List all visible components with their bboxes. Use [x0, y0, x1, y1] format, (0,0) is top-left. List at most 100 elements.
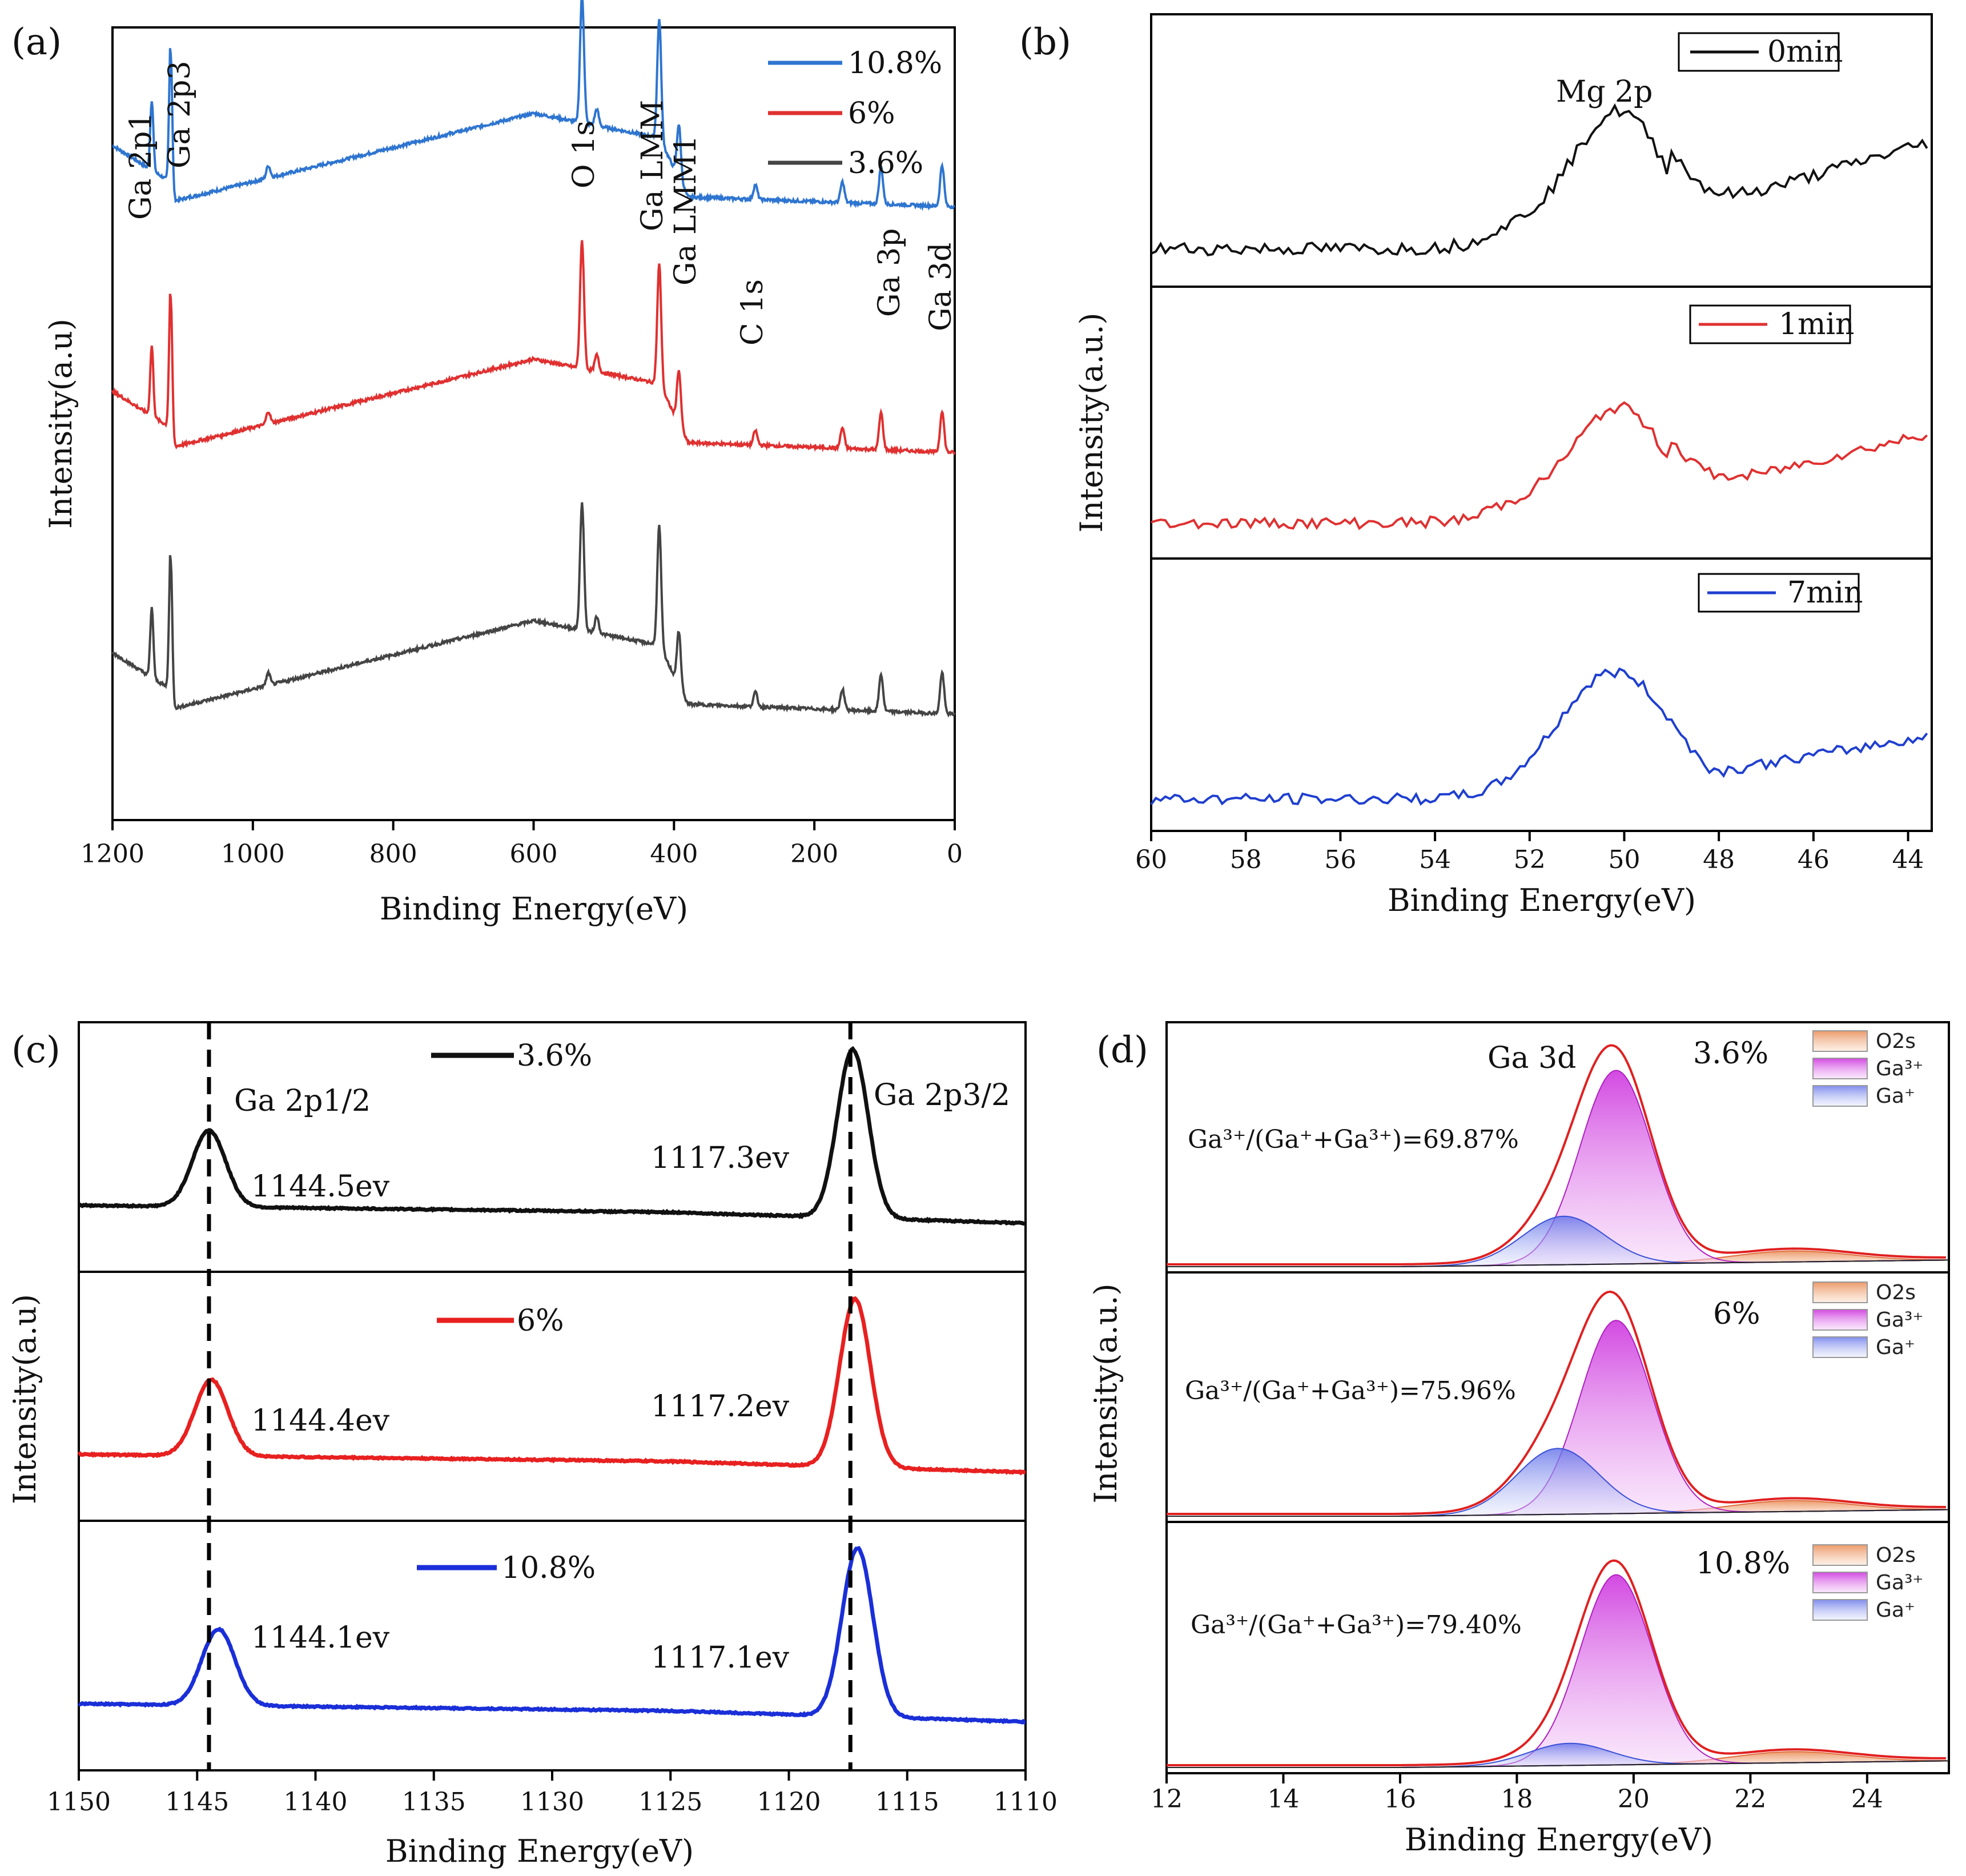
- panel-b-tick-label: 60: [1135, 845, 1167, 874]
- panel-c-legends: 3.6% 6% 10.8%: [417, 1039, 596, 1585]
- panel-b-tick-label: 52: [1514, 845, 1546, 874]
- legend-label-c-10-8: 10.8%: [501, 1551, 596, 1585]
- panel-d-frame: [1165, 1021, 1950, 1774]
- panel-d-ratios: Ga³⁺/(Ga⁺+Ga³⁺)=69.87% Ga³⁺/(Ga⁺+Ga³⁺)=7…: [1185, 1125, 1522, 1640]
- background-line: [1167, 1259, 1949, 1267]
- panel-a-peak-labels: Ga 2p1 Ga 2p3 O 1s Ga LMM Ga LMM1 C 1s G…: [124, 61, 958, 346]
- panel-c-tick-label: 1140: [284, 1787, 348, 1817]
- series-line-3.6%: [111, 502, 956, 718]
- series-line-7min: [1150, 667, 1928, 806]
- panel-d-series: [1167, 1044, 1949, 1768]
- panel-b-tick-label: 48: [1703, 845, 1735, 874]
- panel-d-tick-label: 16: [1384, 1785, 1416, 1814]
- panel-b-frame: [1150, 13, 1933, 832]
- panel-a-x-title: Binding Energy(eV): [380, 891, 688, 927]
- label-ga-2p1: Ga 2p1: [124, 112, 158, 220]
- legend-label-o2s: O2s: [1876, 1544, 1916, 1567]
- legend-swatch-o2s: [1812, 1282, 1868, 1303]
- label-ga-2p1-2: Ga 2p1/2: [234, 1084, 371, 1118]
- panel-c-tick-label: 1150: [47, 1787, 111, 1817]
- panel-a-series: [111, 0, 956, 718]
- legend-swatch-o2s: [1812, 1030, 1868, 1052]
- panel-b-x-title: Binding Energy(eV): [1388, 882, 1696, 918]
- panel-b-series: [1150, 103, 1928, 806]
- panel-a: (a) 1200 1000 800 600 400 200 0 Binding Energy…: [11, 0, 963, 927]
- series-line-0min: [1151, 103, 1928, 256]
- panel-c-tick-label: 1125: [638, 1787, 702, 1817]
- legend-swatch-ga1: [1812, 1599, 1868, 1621]
- panel-b-tick-label: 46: [1798, 845, 1830, 874]
- legend-label-0min: 0min: [1767, 35, 1843, 69]
- panel-d-y-title: Intensity(a.u.): [1088, 1283, 1124, 1503]
- series-line-10.8%: [112, 0, 955, 211]
- panel-a-tick-label: 400: [650, 839, 698, 869]
- label-ga-lmm1: Ga LMM1: [669, 135, 703, 286]
- panel-b-x-ticks: 60 58 56 54 52 50 48 46 44: [1135, 831, 1924, 874]
- panel-b-tick-label: 50: [1608, 845, 1640, 874]
- panel-a-tick-label: 600: [510, 839, 558, 869]
- envelope-line: [1167, 1559, 1946, 1766]
- subplot-name-3-6: 3.6%: [1693, 1037, 1768, 1071]
- panel-b: (b) 60 58 56 54 52 50 48 46 44 Binding Energy(eV…: [1019, 13, 1933, 918]
- panel-a-y-title: Intensity(a.u): [43, 319, 79, 529]
- panel-d-x-ticks: 12 14 16 18 20 22 24: [1151, 1773, 1883, 1814]
- legend-label-o2s: O2s: [1876, 1030, 1916, 1053]
- envelope-line: [1167, 1290, 1946, 1515]
- legend-swatch-ga3: [1812, 1572, 1868, 1593]
- panel-b-y-title: Intensity(a.u.): [1074, 312, 1109, 532]
- ratio-label-10-8: Ga³⁺/(Ga⁺+Ga³⁺)=79.40%: [1191, 1610, 1522, 1640]
- peak-label-6-right: 1117.2ev: [651, 1389, 790, 1424]
- panel-c-tick-label: 1130: [520, 1787, 584, 1817]
- legend-label-3-6: 3.6%: [848, 146, 923, 180]
- peak-label-6-left: 1144.4ev: [251, 1404, 390, 1438]
- panel-b-letter: (b): [1019, 21, 1071, 63]
- panel-d-legends: O2s Ga³⁺ Ga⁺ O2s Ga³⁺ Ga⁺ O2s Ga³⁺ Ga⁺: [1812, 1030, 1923, 1622]
- peak-label-10-8-right: 1117.1ev: [651, 1641, 790, 1675]
- panel-b-tick-label: 54: [1419, 845, 1451, 874]
- ratio-label-6: Ga³⁺/(Ga⁺+Ga³⁺)=75.96%: [1185, 1376, 1516, 1405]
- legend-label-1min: 1min: [1779, 307, 1855, 342]
- subplot-name-6: 6%: [1713, 1297, 1760, 1331]
- panel-c: (c) 1150 1145 1140 1135 1130 1125 1120 1115 1110…: [7, 1021, 1058, 1869]
- label-ga-3d: Ga 3d: [924, 243, 958, 331]
- panel-b-legends: 0min 1min 7min: [1678, 32, 1863, 613]
- panel-a-letter: (a): [11, 21, 62, 63]
- peak-label-3-6-left: 1144.5ev: [251, 1170, 390, 1204]
- label-ga-2p3-2: Ga 2p3/2: [874, 1078, 1010, 1112]
- panel-d-tick-label: 12: [1151, 1785, 1183, 1814]
- panel-a-tick-label: 1200: [81, 839, 144, 869]
- legend-swatch-ga3: [1812, 1309, 1868, 1331]
- legend-label-o2s: O2s: [1876, 1281, 1916, 1304]
- panel-d-tick-label: 20: [1618, 1785, 1650, 1814]
- legend-label-c-3-6: 3.6%: [517, 1039, 592, 1073]
- panel-d-tick-label: 14: [1267, 1785, 1299, 1814]
- panel-c-reference-lines: [207, 1022, 853, 1770]
- legend-swatch-ga1: [1812, 1085, 1868, 1107]
- panel-c-tick-label: 1145: [165, 1787, 229, 1817]
- panel-c-letter: (c): [11, 1029, 61, 1071]
- label-c-1s: C 1s: [735, 279, 770, 346]
- panel-d-tick-label: 18: [1501, 1785, 1533, 1814]
- panel-c-tick-label: 1120: [757, 1787, 821, 1817]
- panel-b-tick-label: 44: [1892, 845, 1924, 874]
- panel-c-tick-label: 1110: [994, 1787, 1058, 1817]
- panel-d-tick-label: 24: [1851, 1785, 1883, 1814]
- label-ga-lmm: Ga LMM: [636, 100, 670, 231]
- panel-a-tick-label: 800: [369, 839, 417, 869]
- label-ga-3d-d: Ga 3d: [1487, 1041, 1576, 1075]
- panel-d-letter: (d): [1096, 1029, 1148, 1071]
- panel-d: (d) 12 14 16 18 20 22 24 Binding Energy(eV) In…: [1088, 1021, 1950, 1858]
- legend-label-ga1: Ga⁺: [1876, 1336, 1915, 1359]
- legend-label-6: 6%: [848, 97, 895, 131]
- panel-a-frame: [111, 26, 956, 821]
- panel-c-series: [77, 1046, 1026, 1725]
- panel-d-names: 3.6% 6% 10.8%: [1693, 1037, 1790, 1581]
- legend-label-ga3: Ga³⁺: [1876, 1057, 1923, 1080]
- legend-label-ga3: Ga³⁺: [1876, 1308, 1923, 1332]
- panel-b-tick-label: 58: [1230, 845, 1262, 874]
- panel-c-tick-label: 1135: [402, 1787, 466, 1817]
- ratio-label-3-6: Ga³⁺/(Ga⁺+Ga³⁺)=69.87%: [1188, 1125, 1519, 1154]
- panel-b-tick-label: 56: [1324, 845, 1356, 874]
- panel-a-tick-label: 0: [947, 839, 963, 869]
